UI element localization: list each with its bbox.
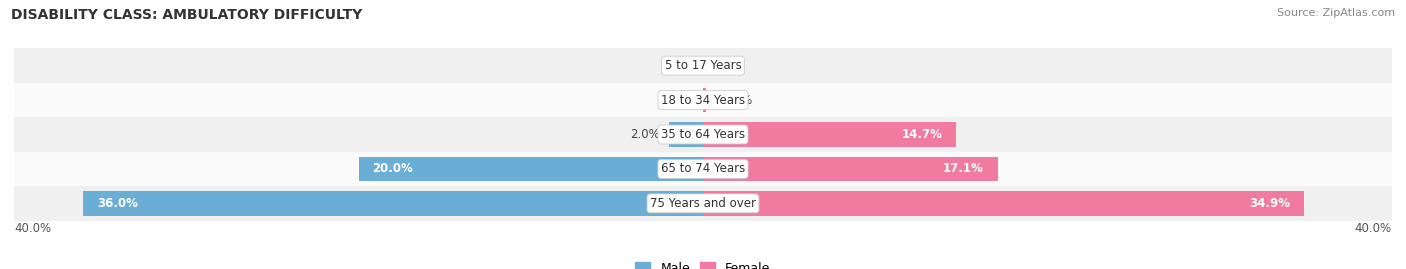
- Text: 5 to 17 Years: 5 to 17 Years: [665, 59, 741, 72]
- Bar: [669, 122, 703, 147]
- Legend: Male, Female: Male, Female: [630, 257, 776, 269]
- Text: 0.19%: 0.19%: [714, 94, 752, 107]
- Text: 75 Years and over: 75 Years and over: [650, 197, 756, 210]
- Text: DISABILITY CLASS: AMBULATORY DIFFICULTY: DISABILITY CLASS: AMBULATORY DIFFICULTY: [11, 8, 363, 22]
- Text: 0.0%: 0.0%: [711, 59, 741, 72]
- Text: 35 to 64 Years: 35 to 64 Years: [661, 128, 745, 141]
- Bar: [14, 186, 1392, 221]
- Bar: [703, 157, 997, 181]
- Bar: [703, 122, 956, 147]
- Bar: [14, 117, 1392, 152]
- Text: 36.0%: 36.0%: [97, 197, 138, 210]
- Bar: [14, 152, 1392, 186]
- Text: 40.0%: 40.0%: [14, 222, 51, 235]
- Text: 17.1%: 17.1%: [943, 162, 984, 175]
- Text: 2.0%: 2.0%: [630, 128, 659, 141]
- Text: Source: ZipAtlas.com: Source: ZipAtlas.com: [1277, 8, 1395, 18]
- Text: 0.0%: 0.0%: [665, 59, 695, 72]
- Text: 0.0%: 0.0%: [665, 94, 695, 107]
- Text: 20.0%: 20.0%: [373, 162, 413, 175]
- Bar: [83, 191, 703, 216]
- Text: 34.9%: 34.9%: [1250, 197, 1291, 210]
- Bar: [703, 88, 706, 112]
- Bar: [703, 191, 1305, 216]
- Bar: [14, 83, 1392, 117]
- Text: 65 to 74 Years: 65 to 74 Years: [661, 162, 745, 175]
- Text: 18 to 34 Years: 18 to 34 Years: [661, 94, 745, 107]
- Text: 40.0%: 40.0%: [1355, 222, 1392, 235]
- Bar: [14, 48, 1392, 83]
- Text: 14.7%: 14.7%: [901, 128, 942, 141]
- Bar: [359, 157, 703, 181]
